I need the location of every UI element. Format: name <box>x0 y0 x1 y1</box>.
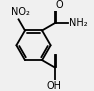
Text: NO₂: NO₂ <box>11 7 29 17</box>
Text: OH: OH <box>47 81 62 91</box>
Text: O: O <box>56 0 63 10</box>
Text: NH₂: NH₂ <box>69 18 88 28</box>
